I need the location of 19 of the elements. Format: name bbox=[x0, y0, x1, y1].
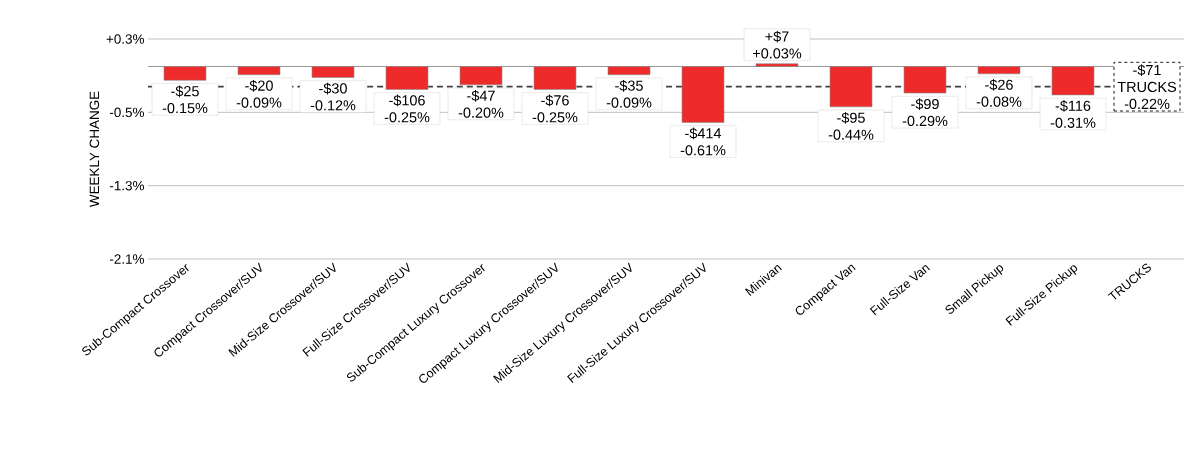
data-label: -$95 -0.44% bbox=[828, 112, 874, 140]
data-label: -$116 -0.31% bbox=[1050, 100, 1096, 128]
data-label: -$35 -0.09% bbox=[606, 79, 652, 108]
data-label: -$25 -0.15% bbox=[162, 85, 208, 114]
data-label: -$20 -0.09% bbox=[236, 79, 282, 108]
y-tick-label: -2.1% bbox=[109, 254, 144, 264]
data-label: -$47 -0.20% bbox=[458, 90, 504, 118]
data-label: -$76 -0.25% bbox=[532, 94, 578, 123]
ref-line-label: -$71 TRUCKS -0.22% bbox=[1117, 64, 1177, 110]
y-axis-title: WEEKLY CHANGE bbox=[89, 91, 100, 208]
data-label: -$26 -0.08% bbox=[976, 79, 1022, 107]
data-label: -$414 -0.61% bbox=[680, 127, 726, 156]
y-tick-label: -1.3% bbox=[109, 180, 144, 191]
y-tick-label: +0.3% bbox=[106, 34, 144, 44]
data-label: -$99 -0.29% bbox=[902, 98, 948, 127]
data-label: +$7 +0.03% bbox=[753, 30, 802, 59]
data-label: -$106 -0.25% bbox=[384, 94, 430, 123]
data-label: -$30 -0.12% bbox=[310, 82, 356, 111]
y-tick-label: -0.5% bbox=[109, 107, 144, 118]
